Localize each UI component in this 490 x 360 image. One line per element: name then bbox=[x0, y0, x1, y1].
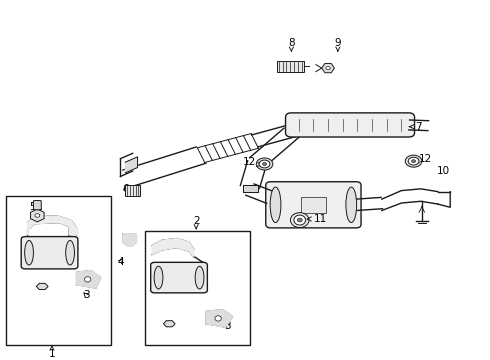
Ellipse shape bbox=[256, 158, 273, 170]
Ellipse shape bbox=[291, 213, 309, 228]
FancyBboxPatch shape bbox=[33, 201, 41, 210]
Polygon shape bbox=[123, 234, 137, 246]
Ellipse shape bbox=[408, 157, 419, 165]
Ellipse shape bbox=[84, 277, 91, 282]
Ellipse shape bbox=[263, 163, 267, 165]
Text: 12: 12 bbox=[414, 154, 432, 164]
Bar bbox=[125, 185, 140, 196]
Ellipse shape bbox=[215, 316, 221, 321]
Polygon shape bbox=[243, 185, 258, 192]
Text: 8: 8 bbox=[288, 38, 294, 51]
Bar bbox=[277, 61, 304, 72]
Text: 11: 11 bbox=[307, 214, 327, 224]
Polygon shape bbox=[30, 209, 44, 222]
Text: 3: 3 bbox=[224, 320, 231, 330]
Ellipse shape bbox=[405, 155, 422, 167]
Bar bbox=[301, 197, 326, 213]
Polygon shape bbox=[76, 270, 101, 288]
Polygon shape bbox=[125, 157, 138, 173]
Ellipse shape bbox=[195, 266, 204, 289]
FancyBboxPatch shape bbox=[151, 262, 207, 293]
Text: 1: 1 bbox=[49, 346, 55, 359]
Ellipse shape bbox=[66, 240, 74, 265]
Ellipse shape bbox=[326, 67, 330, 70]
FancyBboxPatch shape bbox=[266, 182, 361, 228]
Text: 7: 7 bbox=[410, 122, 422, 132]
Text: 9: 9 bbox=[335, 38, 341, 51]
Ellipse shape bbox=[294, 215, 306, 225]
FancyBboxPatch shape bbox=[286, 113, 415, 137]
Polygon shape bbox=[27, 216, 76, 235]
Polygon shape bbox=[152, 239, 194, 257]
Bar bbox=[5, 196, 111, 345]
Text: 6: 6 bbox=[122, 184, 128, 194]
Ellipse shape bbox=[24, 240, 33, 265]
Text: 5: 5 bbox=[29, 202, 41, 212]
Ellipse shape bbox=[346, 187, 357, 222]
Polygon shape bbox=[322, 63, 334, 73]
Text: 10: 10 bbox=[436, 166, 449, 176]
Ellipse shape bbox=[35, 214, 40, 217]
Polygon shape bbox=[36, 283, 48, 289]
Ellipse shape bbox=[297, 218, 302, 222]
Ellipse shape bbox=[154, 266, 163, 289]
Text: 12: 12 bbox=[243, 157, 262, 167]
FancyBboxPatch shape bbox=[21, 237, 78, 269]
Polygon shape bbox=[163, 321, 175, 327]
Ellipse shape bbox=[270, 187, 281, 222]
Ellipse shape bbox=[259, 160, 270, 168]
Text: 3: 3 bbox=[83, 291, 90, 300]
Text: 4: 4 bbox=[117, 257, 123, 267]
Ellipse shape bbox=[412, 160, 416, 163]
Polygon shape bbox=[206, 310, 233, 327]
Text: 2: 2 bbox=[193, 216, 199, 229]
Bar bbox=[145, 231, 250, 345]
